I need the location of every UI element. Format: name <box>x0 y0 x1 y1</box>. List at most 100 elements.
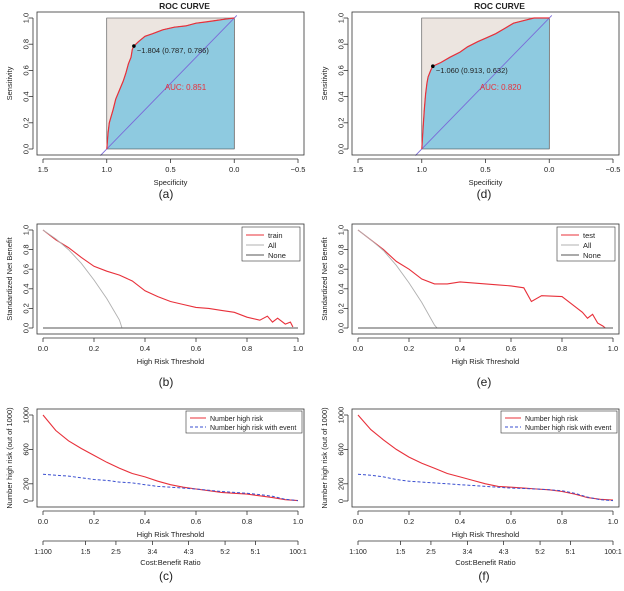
cost-benefit-tick-label: 2:5 <box>111 549 121 556</box>
y-tick-label: 0.0 <box>22 144 31 154</box>
y-tick-label: 0.2 <box>22 303 31 313</box>
cost-benefit-tick-label: 1:100 <box>34 549 52 556</box>
roc-curve <box>421 17 550 150</box>
y-tick-label: 1.0 <box>22 225 31 235</box>
legend-box <box>500 410 618 434</box>
y-axis-title: Sensitivity <box>320 66 329 100</box>
y-tick-label: 0.8 <box>337 39 346 49</box>
cost-benefit-tick-label: 1:100 <box>349 549 367 556</box>
cost-benefit-tick-label: 2:5 <box>426 549 436 556</box>
cost-benefit-tick-label: 5:1 <box>251 549 261 556</box>
x-tick-label: 0.2 <box>404 344 414 353</box>
roc-reference-line <box>100 15 238 156</box>
series-all-line <box>357 229 438 329</box>
threshold-label: −1.060 (0.913, 0.632) <box>436 66 508 75</box>
cost-benefit-tick-label: 4:3 <box>499 549 509 556</box>
series-train-line <box>42 229 294 328</box>
legend-label: None <box>268 251 286 260</box>
y-tick-label: 0.8 <box>22 39 31 49</box>
x-axis-title: High Risk Threshold <box>137 530 204 539</box>
series-number-high-risk-line <box>357 414 614 501</box>
cost-benefit-tick-label: 100:1 <box>604 549 622 556</box>
x-tick-label: 0.6 <box>191 517 201 526</box>
cost-benefit-tick-label: 1:5 <box>396 549 406 556</box>
y-tick-label: 0.4 <box>22 284 31 294</box>
y-tick-label: 0.0 <box>22 323 31 333</box>
cost-benefit-axis-title: Cost:Benefit Ratio <box>455 558 515 567</box>
y-tick-label: 1000 <box>337 407 346 424</box>
y-tick-label: 0.8 <box>337 244 346 254</box>
plot-frame <box>36 223 305 335</box>
x-tick-label: 1.0 <box>608 517 618 526</box>
series-number-high-risk-line <box>42 414 299 502</box>
legend-box <box>185 410 303 434</box>
cost-benefit-tick-label: 4:3 <box>184 549 194 556</box>
y-tick-label: 0 <box>337 499 346 503</box>
x-tick-label: 1.5 <box>38 165 48 174</box>
x-tick-label: 0.6 <box>191 344 201 353</box>
auc-label: AUC: 0.851 <box>165 83 207 92</box>
x-tick-label: 0.5 <box>165 165 175 174</box>
y-tick-label: 1.0 <box>337 225 346 235</box>
y-axis-title: Standardized Net Benefit <box>5 236 14 320</box>
chart-title: ROC CURVE <box>474 1 525 11</box>
cost-benefit-tick-label: 5:2 <box>220 549 230 556</box>
x-tick-label: 0.8 <box>557 344 567 353</box>
y-tick-label: 200 <box>337 478 346 491</box>
x-tick-label: 0.4 <box>140 344 150 353</box>
y-tick-label: 0.6 <box>22 264 31 274</box>
x-axis-title: High Risk Threshold <box>137 357 204 366</box>
y-tick-label: 0.2 <box>337 303 346 313</box>
cost-benefit-tick-label: 100:1 <box>289 549 307 556</box>
threshold-point <box>132 44 136 48</box>
x-axis-title: High Risk Threshold <box>452 357 519 366</box>
x-tick-label: 0.4 <box>140 517 150 526</box>
x-tick-label: 0.2 <box>89 344 99 353</box>
legend-label: All <box>268 241 277 250</box>
panel-label: (f) <box>478 569 489 583</box>
y-tick-label: 0.6 <box>337 264 346 274</box>
y-tick-label: 1000 <box>22 407 31 424</box>
y-tick-label: 0.0 <box>337 323 346 333</box>
x-tick-label: 0.4 <box>455 344 465 353</box>
x-tick-label: 0.8 <box>557 517 567 526</box>
cost-benefit-tick-label: 1:5 <box>81 549 91 556</box>
cost-benefit-axis-title: Cost:Benefit Ratio <box>140 558 200 567</box>
x-axis-title: Specificity <box>154 178 188 187</box>
x-tick-label: 1.5 <box>353 165 363 174</box>
x-tick-label: 0.2 <box>404 517 414 526</box>
x-tick-label: 0.0 <box>544 165 554 174</box>
legend-label: Number high risk <box>525 416 578 423</box>
legend-label: Number high risk <box>210 416 263 423</box>
x-tick-label: 1.0 <box>293 344 303 353</box>
legend-label: All <box>583 241 592 250</box>
y-tick-label: 0.0 <box>337 144 346 154</box>
x-tick-label: 0.8 <box>242 344 252 353</box>
x-tick-label: 1.0 <box>293 517 303 526</box>
series-number-high-risk-with-event-line <box>42 473 299 502</box>
series-number-high-risk-with-event-line <box>357 473 614 502</box>
plot-frame <box>351 11 620 156</box>
legend-label: train <box>268 231 283 240</box>
y-axis-title: Standardized Net Benefit <box>320 236 329 320</box>
y-axis-title: Sensitivity <box>5 66 14 100</box>
x-tick-label: 0.4 <box>455 517 465 526</box>
y-tick-label: 200 <box>22 478 31 491</box>
panel-label: (d) <box>477 187 492 201</box>
threshold-label: −1.804 (0.787, 0.786) <box>137 46 209 55</box>
panel-label: (e) <box>477 375 492 389</box>
x-tick-label: 0.6 <box>506 344 516 353</box>
roc-reference-line <box>415 15 553 156</box>
series-all-line <box>42 229 123 329</box>
legend-label: Number high risk with event <box>525 425 611 432</box>
cost-benefit-tick-label: 5:2 <box>535 549 545 556</box>
plot-frame <box>36 11 305 156</box>
y-tick-label: 0.6 <box>337 65 346 75</box>
x-tick-label: −0.5 <box>606 165 621 174</box>
cost-benefit-tick-label: 3:4 <box>148 549 158 556</box>
series-test-line <box>357 229 606 329</box>
x-tick-label: 0.2 <box>89 517 99 526</box>
y-tick-label: 0.4 <box>337 284 346 294</box>
x-tick-label: 1.0 <box>102 165 112 174</box>
